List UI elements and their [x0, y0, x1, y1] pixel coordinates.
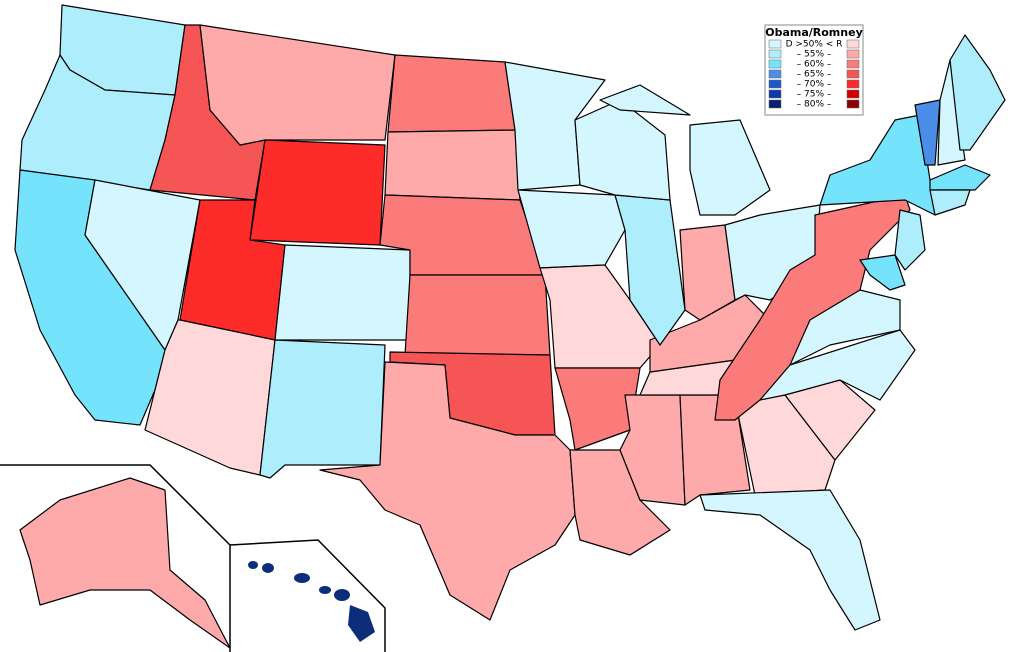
- alaska-frame: [0, 464, 231, 652]
- legend-swatch: [846, 69, 860, 79]
- legend-label: – 70% –: [797, 80, 832, 90]
- legend: Obama/Romney D >50% < R– 55% –– 60% –– 6…: [764, 24, 864, 116]
- legend-label: – 60% –: [797, 60, 832, 70]
- legend-box: [764, 24, 864, 116]
- insets: [0, 464, 386, 652]
- hawaii-island: [294, 573, 310, 583]
- hawaii-island: [262, 563, 274, 573]
- north-dakota: [387, 54, 516, 133]
- maryland: [859, 254, 906, 291]
- montana: [199, 24, 396, 146]
- legend-swatch: [768, 99, 782, 109]
- indiana: [679, 224, 736, 321]
- hawaii-island: [348, 605, 375, 642]
- arkansas: [554, 367, 641, 451]
- vermont: [914, 99, 941, 166]
- legend-swatch: [768, 49, 782, 59]
- iowa: [517, 189, 626, 269]
- legend-swatch: [846, 89, 860, 99]
- legend-swatch: [768, 79, 782, 89]
- legend-label: – 75% –: [797, 90, 832, 100]
- massachusetts: [929, 164, 991, 191]
- wisconsin: [574, 99, 671, 201]
- maine: [949, 34, 1006, 151]
- legend-label: D >50% < R: [786, 40, 843, 50]
- legend-swatch: [768, 89, 782, 99]
- legend-swatch: [846, 59, 860, 69]
- states: [14, 4, 1006, 631]
- new-york: [819, 114, 936, 216]
- hawaii-frame: [229, 539, 386, 652]
- north-carolina: [759, 329, 916, 401]
- hawaii-island: [319, 586, 331, 594]
- south-dakota: [384, 129, 521, 201]
- legend-label: – 80% –: [797, 100, 832, 110]
- legend-label: – 65% –: [797, 70, 832, 80]
- kansas: [404, 274, 551, 356]
- legend-swatch: [768, 39, 782, 49]
- new-mexico: [259, 339, 386, 479]
- alaska: [19, 477, 231, 649]
- hawaii-island: [334, 589, 350, 601]
- wyoming: [249, 139, 386, 246]
- legend-swatch: [846, 39, 860, 49]
- legend-swatch: [846, 79, 860, 89]
- hawaii-island: [248, 561, 258, 569]
- michigan-upper: [599, 84, 691, 116]
- colorado: [274, 244, 411, 341]
- hawaii: [248, 561, 375, 642]
- legend-swatch: [846, 99, 860, 109]
- legend-swatch: [846, 49, 860, 59]
- legend-title: Obama/Romney: [765, 26, 863, 39]
- legend-swatch: [768, 69, 782, 79]
- connecticut-rhode-island: [929, 189, 971, 216]
- florida: [699, 489, 881, 631]
- new-jersey: [894, 209, 926, 271]
- legend-label: – 55% –: [797, 50, 832, 60]
- texas: [319, 361, 576, 621]
- legend-swatch: [768, 59, 782, 69]
- michigan: [689, 119, 771, 216]
